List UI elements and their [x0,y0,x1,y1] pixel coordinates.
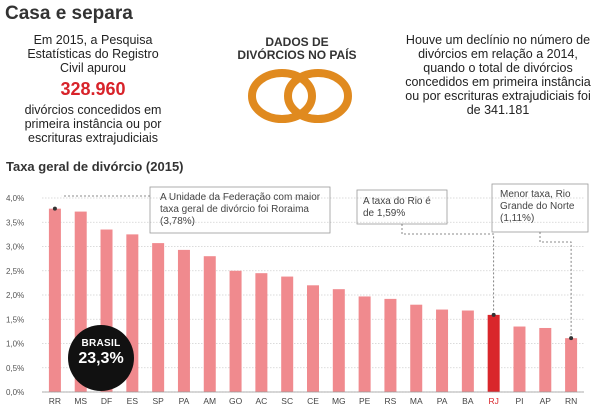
x-tick-label: DF [101,396,112,406]
annotation-rio: A taxa do Rio é de 1,59% [363,196,431,219]
y-tick-label: 2,0% [6,291,24,300]
x-tick-label: MG [332,396,346,406]
annotation-leader [401,224,495,312]
bar-go [229,270,242,392]
bar-ac [255,273,268,392]
bar-ba [461,310,474,392]
x-tick-label: RJ [488,396,498,406]
page-title: Casa e separa [5,3,133,24]
annotation-dot [52,206,57,211]
x-tick-label: RS [385,396,397,406]
brasil-badge: BRASIL 23,3% [68,325,134,391]
left-stat-block: Em 2015, a Pesquisa Estatísticas do Regi… [18,33,168,145]
center-title: DADOS DE DIVÓRCIOS NO PAÍS [237,35,357,62]
bar-pa [177,249,190,392]
x-tick-label: ES [127,396,139,406]
bar-ma [410,304,423,392]
x-tick-label: CE [307,396,319,406]
bar-am [203,256,216,392]
x-tick-label: AM [203,396,216,406]
annotation-box [149,186,331,234]
wedding-rings-icon [248,69,352,123]
bar-ce [307,285,319,392]
x-tick-label: MS [74,396,87,406]
x-tick-label: AP [540,396,552,406]
annotation-dot [569,336,574,341]
bar-mg [332,289,345,392]
divorce-count-highlight: 328.960 [60,79,126,99]
brasil-badge-label: BRASIL [81,338,121,349]
x-tick-label: PI [515,396,523,406]
annotation-rn: Menor taxa, Rio Grande do Norte (1,11%) [500,189,575,224]
x-tick-label: GO [229,396,243,406]
bar-sp [152,243,165,392]
right-stat-block: Houve um declínio no número de divórcios… [405,33,591,117]
y-tick-label: 0,0% [6,388,24,397]
bar-pi [513,326,526,392]
annotation-leader [539,232,572,336]
x-tick-label: PA [179,396,190,406]
left-stat-description: divórcios concedidos em primeira instânc… [24,103,162,145]
x-tick-label: MA [410,396,423,406]
bar-sc [281,276,294,392]
x-tick-label: RN [565,396,577,406]
bar-pa [436,309,449,392]
bar-rr [48,208,61,392]
x-tick-label: SP [152,396,164,406]
chart-title: Taxa geral de divórcio (2015) [6,159,184,174]
y-tick-label: 4,0% [6,194,24,203]
brasil-badge-value: 23,3% [78,350,124,367]
x-tick-label: RR [49,396,61,406]
bar-ap [539,327,552,392]
bar-rs [384,298,397,392]
x-tick-label: SC [281,396,293,406]
bar-rn [565,338,578,392]
annotation-dot [491,312,496,317]
x-tick-label: BA [462,396,474,406]
x-tick-label: PA [437,396,448,406]
x-tick-label: PE [359,396,371,406]
y-tick-label: 3,0% [6,243,24,252]
y-tick-label: 3,5% [6,218,24,227]
y-tick-label: 2,5% [6,267,24,276]
left-stat-intro: Em 2015, a Pesquisa Estatísticas do Regi… [27,33,159,75]
bar-rj [487,314,500,392]
annotation-roraima: A Unidade da Federação com maior taxa ge… [160,192,321,227]
y-tick-label: 1,0% [6,340,24,349]
y-tick-label: 1,5% [6,315,24,324]
y-tick-label: 0,5% [6,364,24,373]
bar-pe [358,296,371,392]
x-tick-label: AC [255,396,267,406]
